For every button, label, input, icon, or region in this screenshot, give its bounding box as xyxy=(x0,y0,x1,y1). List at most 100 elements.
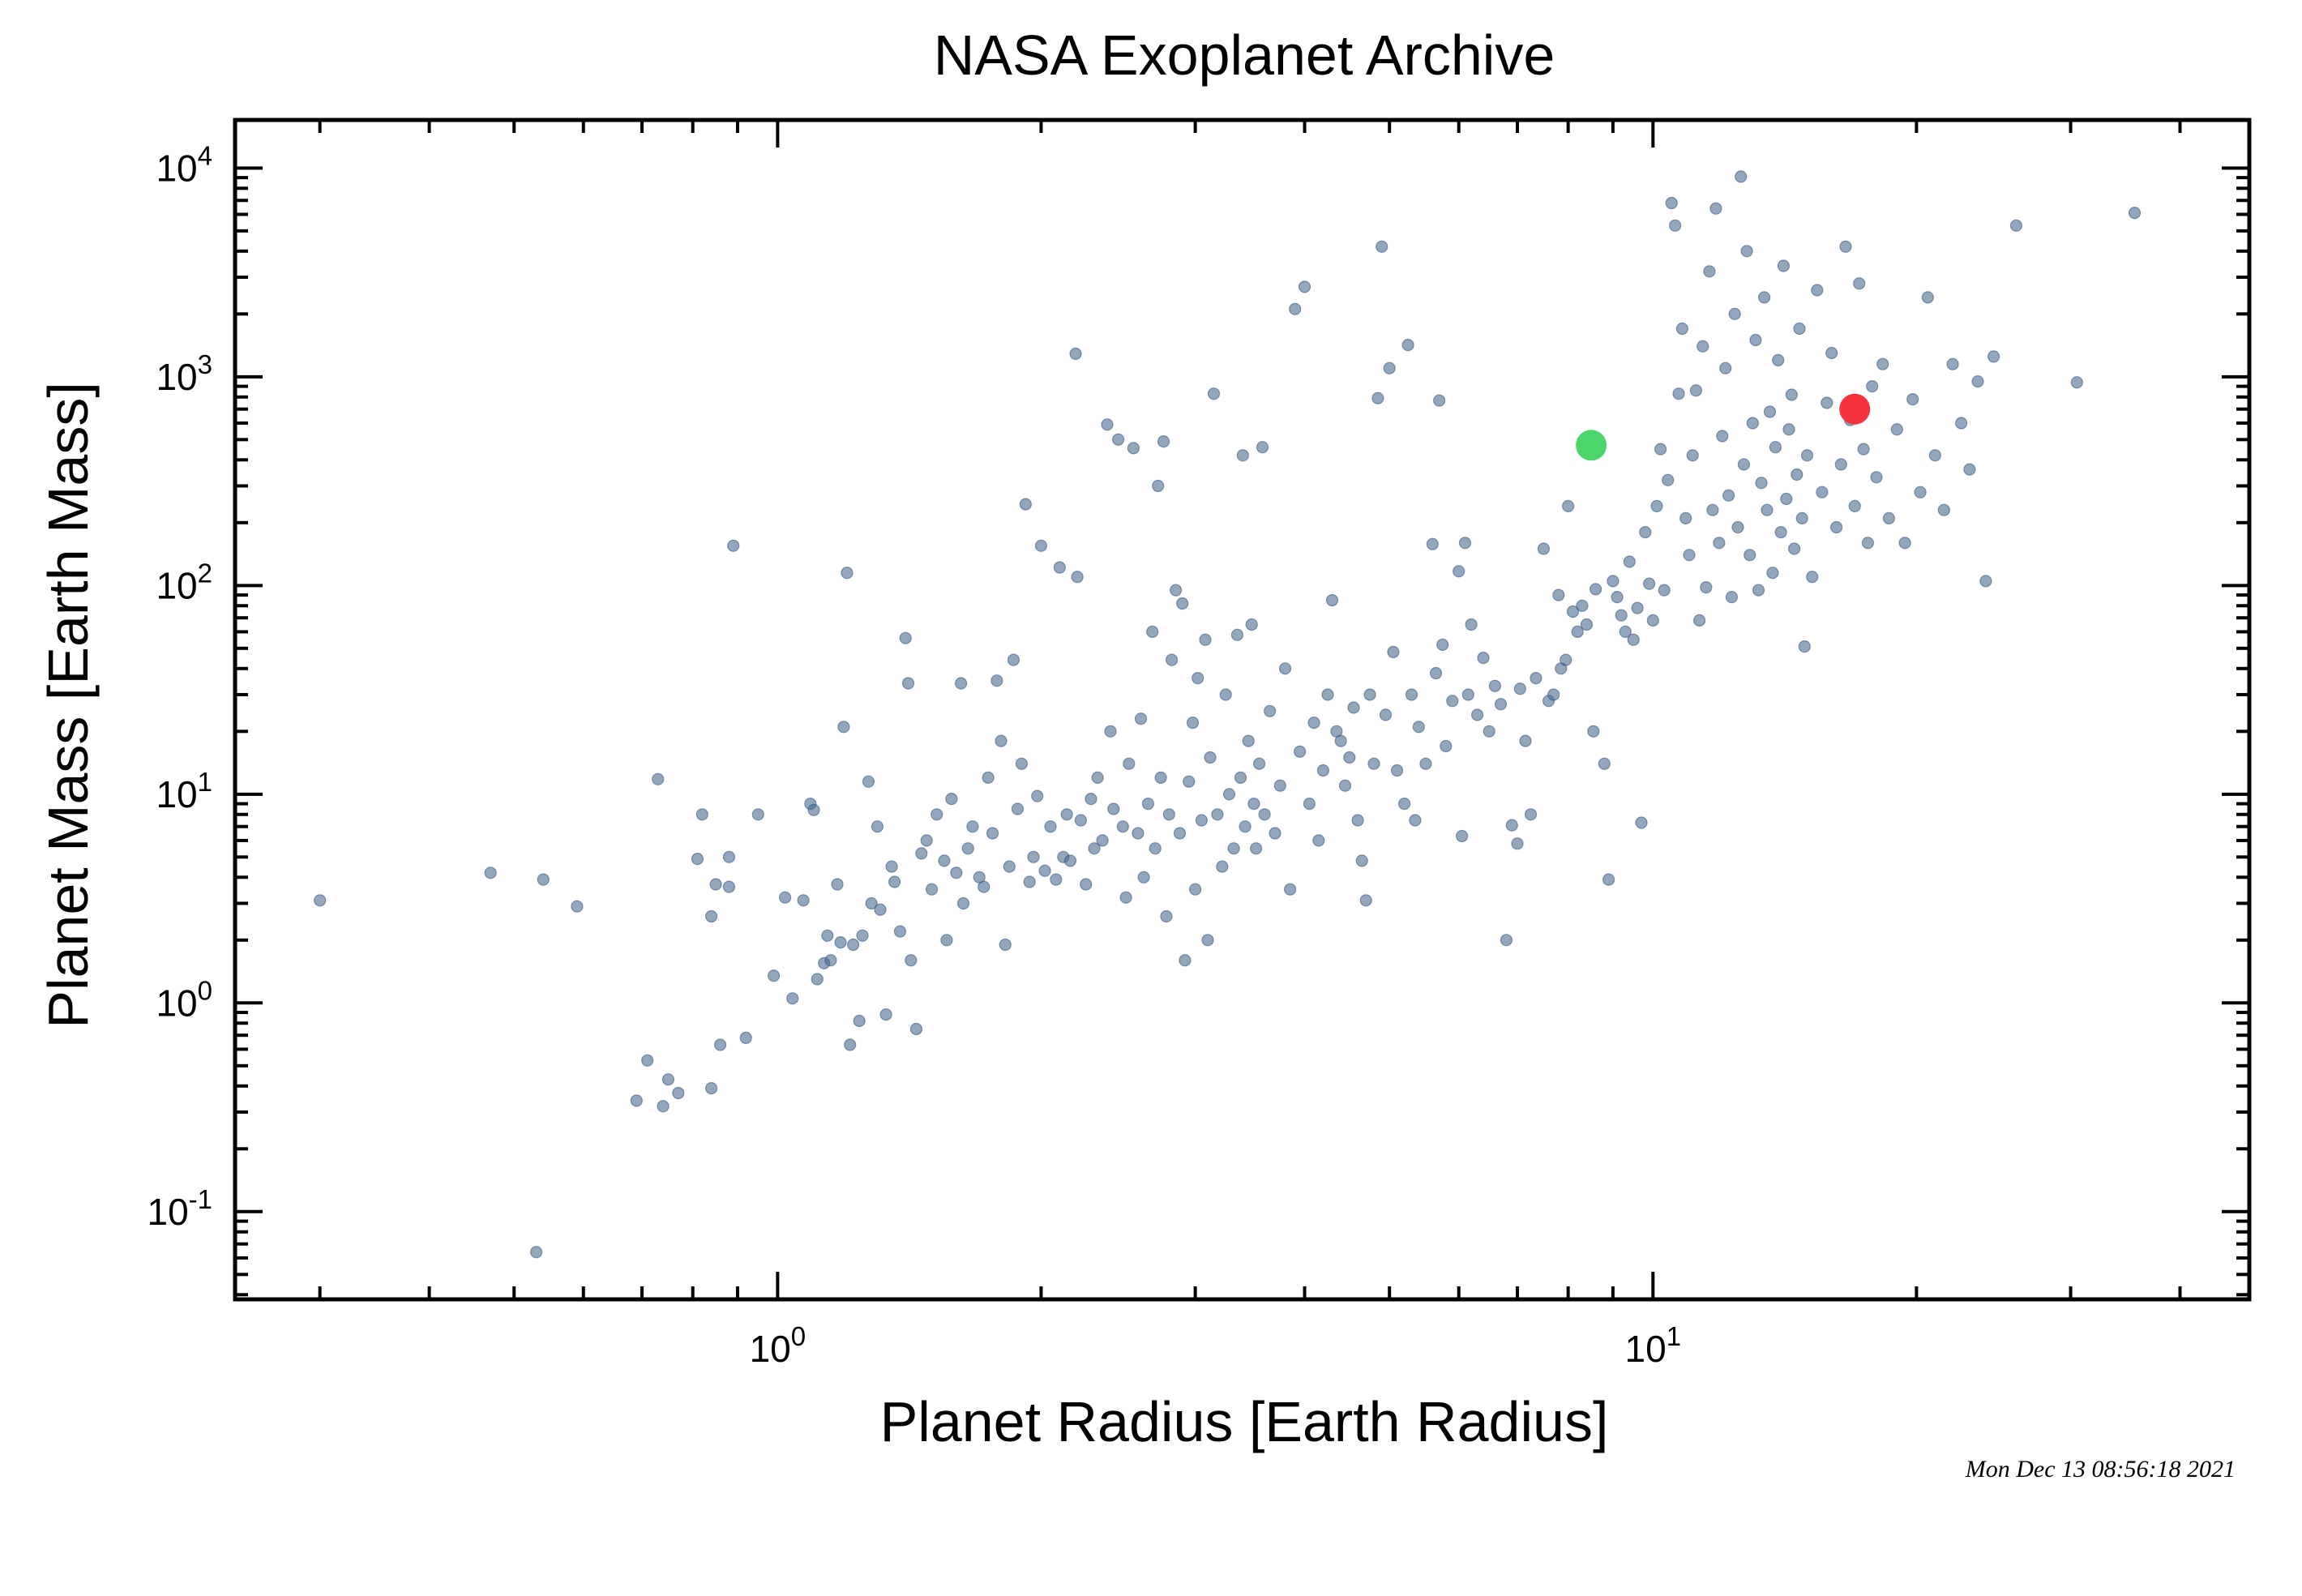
data-point xyxy=(1419,757,1432,770)
data-point xyxy=(865,896,878,910)
data-point xyxy=(1511,837,1524,850)
data-point xyxy=(1426,537,1439,550)
data-point xyxy=(950,866,963,879)
data-point xyxy=(1598,757,1611,770)
data-point xyxy=(1853,277,1866,290)
data-point xyxy=(1524,808,1538,821)
data-point xyxy=(1834,458,1847,471)
data-point xyxy=(1795,511,1808,525)
data-point xyxy=(1654,443,1667,456)
data-point xyxy=(1211,808,1224,821)
data-point xyxy=(1127,442,1140,455)
data-point xyxy=(1207,387,1221,400)
data-point xyxy=(995,734,1008,747)
data-point xyxy=(899,631,912,644)
data-point xyxy=(751,808,764,821)
data-point xyxy=(954,677,968,690)
data-point xyxy=(1409,814,1422,827)
data-point xyxy=(1222,788,1236,801)
data-point xyxy=(722,880,736,893)
data-point xyxy=(1876,357,1889,370)
data-point xyxy=(1440,739,1453,753)
data-point xyxy=(1631,601,1644,614)
axis-ticks xyxy=(235,120,2249,1299)
data-point xyxy=(1458,537,1472,550)
data-point xyxy=(1289,302,1302,315)
x-tick-label: 101 xyxy=(1625,1321,1682,1370)
data-point xyxy=(1607,575,1620,588)
data-point xyxy=(1646,614,1659,627)
data-point xyxy=(1963,463,1976,476)
data-point xyxy=(1173,827,1187,840)
data-point xyxy=(1669,219,1682,232)
data-point xyxy=(1500,934,1513,947)
data-point xyxy=(1979,575,1992,588)
y-axis-label: Planet Mass [Earth Mass] xyxy=(36,382,100,1029)
data-point xyxy=(695,808,708,821)
data-point xyxy=(1258,808,1271,821)
data-point xyxy=(1639,525,1652,539)
data-point xyxy=(1379,708,1393,721)
data-point xyxy=(1561,499,1575,513)
data-point xyxy=(856,929,869,942)
data-point xyxy=(1247,797,1260,811)
data-point xyxy=(1571,625,1584,639)
data-point xyxy=(1053,561,1066,574)
data-point xyxy=(1700,580,1713,594)
data-point xyxy=(1744,549,1756,562)
data-point xyxy=(1236,449,1249,462)
data-point xyxy=(778,891,792,904)
data-point xyxy=(630,1094,643,1107)
data-point xyxy=(1662,473,1675,486)
data-point xyxy=(1183,775,1196,788)
data-point xyxy=(1132,827,1145,840)
data-point xyxy=(1390,764,1404,777)
data-point xyxy=(1793,322,1806,336)
data-point xyxy=(1101,418,1114,431)
data-point xyxy=(704,1081,718,1095)
data-point xyxy=(945,792,958,806)
data-point xyxy=(1119,891,1132,904)
data-point xyxy=(1735,170,1748,183)
data-point xyxy=(1587,725,1600,738)
data-point xyxy=(1857,443,1870,456)
data-point xyxy=(1165,653,1179,666)
data-point xyxy=(831,878,844,891)
data-point xyxy=(1955,417,1968,430)
data-point xyxy=(1697,340,1709,353)
x-tick-label: 100 xyxy=(750,1321,807,1370)
data-point xyxy=(1199,633,1212,646)
data-point xyxy=(999,938,1012,952)
data-point xyxy=(1713,537,1726,550)
data-point xyxy=(1325,593,1339,607)
data-point xyxy=(1693,614,1706,627)
data-point xyxy=(991,674,1003,687)
data-point xyxy=(1242,734,1255,747)
data-point xyxy=(1839,240,1852,253)
data-point xyxy=(837,721,850,734)
data-point xyxy=(1552,588,1565,601)
data-point xyxy=(1576,599,1589,612)
data-point xyxy=(824,954,837,967)
data-point xyxy=(1679,511,1692,525)
data-point xyxy=(1848,499,1861,513)
data-point xyxy=(1351,814,1364,827)
data-point xyxy=(1152,479,1165,493)
data-point xyxy=(888,875,901,888)
data-point xyxy=(661,1073,675,1086)
data-point xyxy=(1774,525,1787,539)
data-point xyxy=(2009,219,2022,232)
data-point xyxy=(1782,423,1795,436)
data-point xyxy=(1195,814,1209,827)
data-point xyxy=(1376,240,1388,253)
data-point xyxy=(1387,645,1400,659)
data-point xyxy=(1371,392,1384,404)
data-point xyxy=(1719,362,1732,374)
data-point xyxy=(1763,405,1777,418)
data-point xyxy=(1722,489,1735,502)
data-point xyxy=(1898,537,1911,550)
data-point xyxy=(1547,688,1560,701)
data-point xyxy=(1146,625,1159,639)
data-point xyxy=(1906,393,1919,406)
